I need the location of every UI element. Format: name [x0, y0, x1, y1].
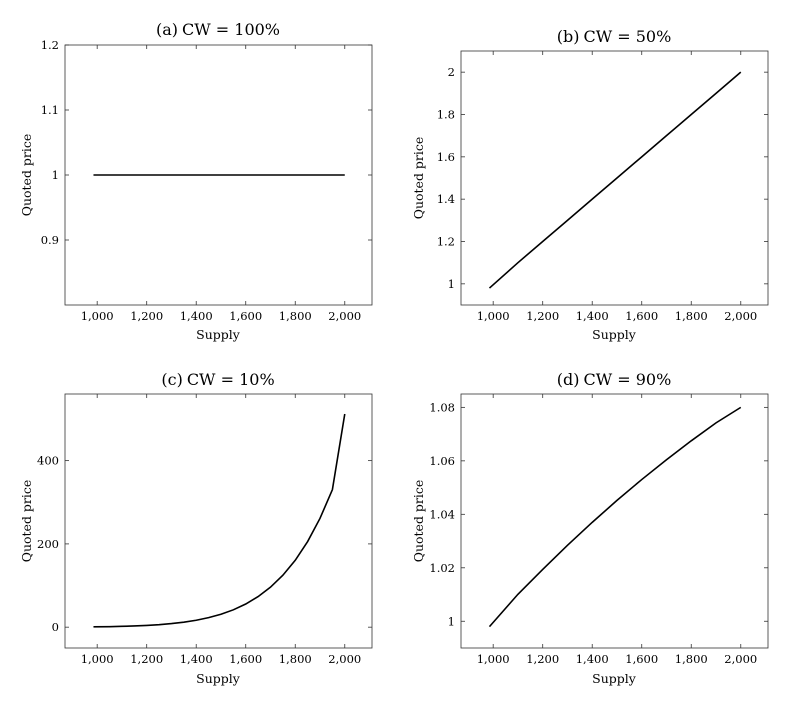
x-tick-label: 1,600: [625, 652, 658, 666]
y-tick-label: 1.08: [429, 400, 455, 414]
y-tick-label: 0: [52, 620, 59, 634]
x-tick-label: 2,000: [724, 652, 757, 666]
series-line: [488, 406, 742, 628]
x-tick-label: 1,400: [576, 309, 609, 323]
plot-frame: [460, 50, 769, 306]
y-axis-label: Quoted price: [411, 480, 426, 563]
x-tick-label: 1,800: [279, 652, 312, 666]
series-line: [488, 71, 742, 289]
y-tick-label: 1: [448, 614, 455, 628]
x-tick-label: 2,000: [328, 652, 361, 666]
y-tick-label: 1.02: [429, 561, 455, 575]
x-tick-label: 1,000: [477, 652, 510, 666]
x-axis-label: Supply: [592, 671, 637, 686]
y-axis-label: Quoted price: [19, 134, 34, 217]
x-tick-label: 1,800: [279, 309, 312, 323]
y-axis-label: Quoted price: [411, 137, 426, 220]
x-tick-label: 2,000: [724, 309, 757, 323]
x-tick-label: 1,400: [576, 652, 609, 666]
y-tick-label: 1: [448, 277, 455, 291]
x-tick-label: 1,000: [81, 652, 114, 666]
y-tick-label: 1.06: [429, 454, 455, 468]
x-tick-label: 1,600: [229, 309, 262, 323]
y-tick-label: 1.8: [437, 108, 455, 122]
x-tick-label: 1,800: [675, 309, 708, 323]
x-tick-label: 1,600: [625, 309, 658, 323]
y-axis-label: Quoted price: [19, 480, 34, 563]
y-tick-label: 1.2: [437, 235, 455, 249]
y-tick-label: 400: [37, 454, 59, 468]
x-tick-label: 1,000: [81, 309, 114, 323]
x-tick-label: 1,600: [229, 652, 262, 666]
panel-title: (a) CW = 100%: [156, 20, 280, 39]
x-axis-label: Supply: [196, 671, 241, 686]
x-tick-label: 1,800: [675, 652, 708, 666]
x-axis-label: Supply: [592, 327, 637, 342]
y-tick-label: 1: [52, 168, 59, 182]
y-tick-label: 200: [37, 537, 59, 551]
y-tick-label: 0.9: [41, 233, 59, 247]
y-tick-label: 1.2: [41, 38, 59, 52]
panel-title: (d) CW = 90%: [557, 370, 672, 389]
x-tick-label: 1,400: [180, 309, 213, 323]
y-tick-label: 2: [448, 65, 455, 79]
panel-d: (d) CW = 90% 1,000 1,200 1,400 1,600 1,800 2,0…: [411, 370, 769, 686]
x-tick-label: 1,000: [477, 309, 510, 323]
x-tick-label: 1,200: [526, 652, 559, 666]
x-tick-label: 2,000: [328, 309, 361, 323]
x-tick-label: 1,200: [130, 652, 163, 666]
y-tick-label: 1.04: [429, 507, 455, 521]
series-line: [93, 413, 346, 628]
y-tick-label: 1.4: [437, 192, 455, 206]
panel-title: (c) CW = 10%: [161, 370, 274, 389]
x-tick-label: 1,200: [526, 309, 559, 323]
plot-frame: [460, 393, 769, 649]
y-tick-label: 1.1: [41, 103, 59, 117]
x-tick-label: 1,200: [130, 309, 163, 323]
y-tick-label: 1.6: [437, 150, 455, 164]
x-tick-label: 1,400: [180, 652, 213, 666]
plot-frame: [64, 393, 373, 649]
panel-title: (b) CW = 50%: [557, 27, 672, 46]
x-axis-label: Supply: [196, 327, 241, 342]
panel-a: (a) CW = 100% 1,000 1,200 1,400 1,600 1,800 2,…: [19, 20, 373, 342]
panel-c: (c) CW = 10% 1,000 1,200 1,400 1,600 1,800 2,0…: [19, 370, 373, 686]
panel-b: (b) CW = 50% 1,000 1,200 1,400 1,600 1,800 2,0…: [411, 27, 769, 342]
